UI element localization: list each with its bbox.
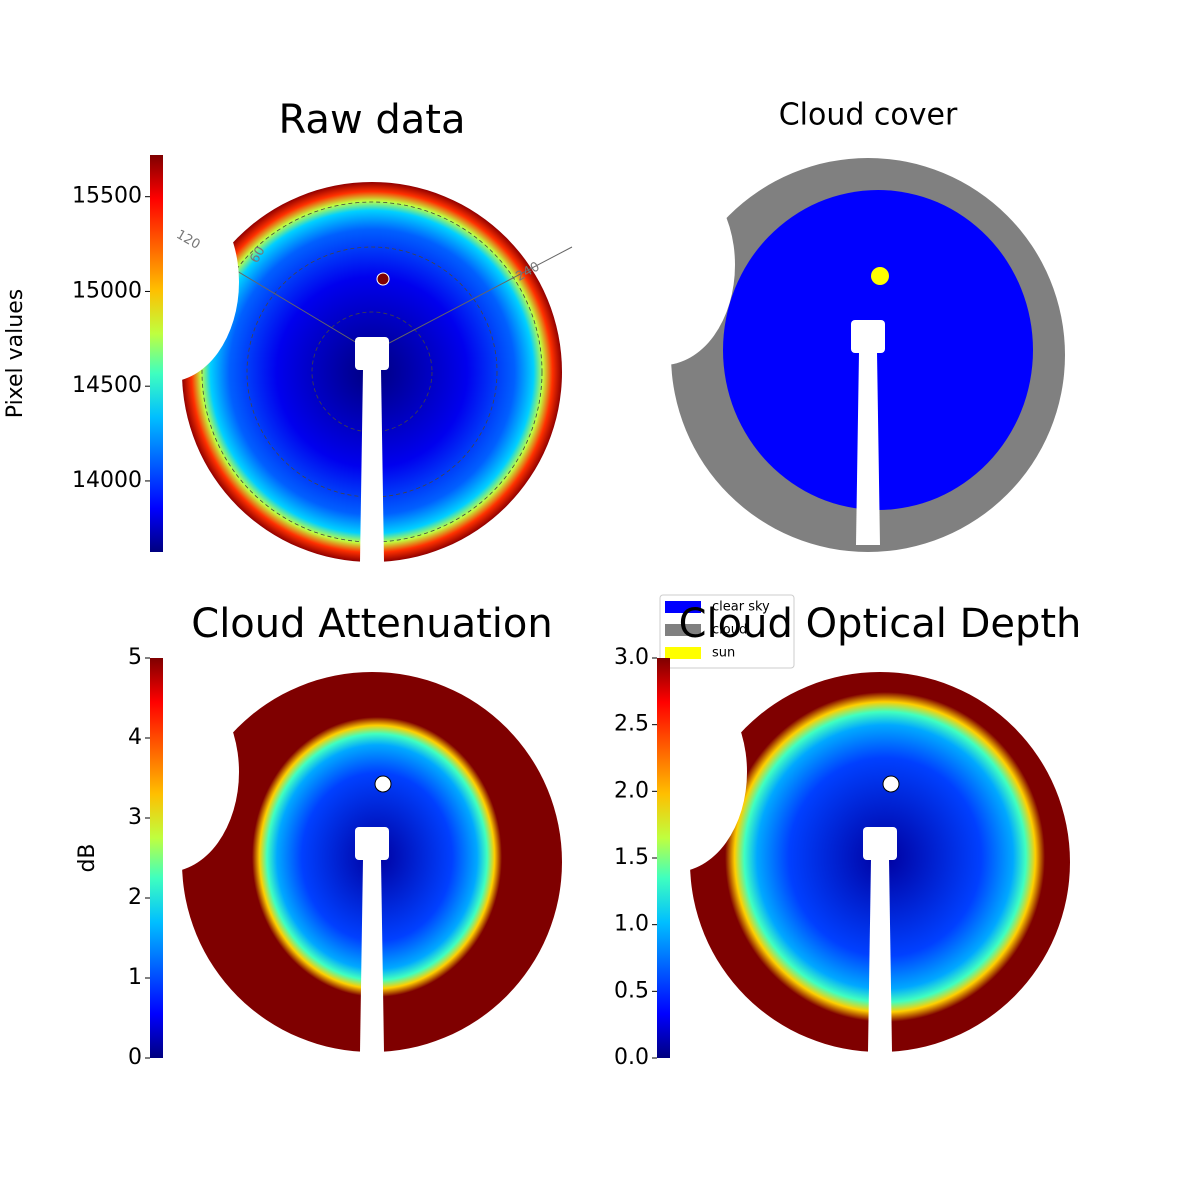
panel-title: Cloud Attenuation (191, 601, 552, 647)
camera-arm (863, 827, 897, 860)
colorbar (150, 658, 163, 1058)
colorbar-tick-label: 14500 (72, 373, 142, 398)
legend-swatch (665, 601, 701, 613)
legend-swatch (665, 647, 701, 659)
image-mask (95, 672, 239, 872)
colorbar-tick-label: 14000 (72, 468, 142, 493)
colorbar-tick-label: 4 (128, 725, 142, 750)
colorbar-tick-label: 15500 (72, 184, 142, 209)
camera-arm (360, 859, 384, 1052)
legend-label: sun (712, 646, 735, 661)
image-mask (591, 165, 735, 365)
camera-arm (856, 352, 880, 545)
panel-title: Raw data (279, 97, 466, 143)
colorbar-tick-label: 1.0 (614, 912, 649, 937)
panel-title: Cloud cover (779, 98, 958, 133)
panel-title: Cloud Optical Depth (679, 601, 1082, 647)
sun (882, 775, 900, 793)
polar-axis (371, 246, 573, 353)
colorbar-tick-label: 3.0 (614, 645, 649, 670)
colorbar (150, 155, 163, 552)
sun (376, 272, 390, 286)
colorbar-tick-label: 2.0 (614, 778, 649, 803)
colorbar-tick-label: 5 (128, 645, 142, 670)
colorbar-tick-label: 2 (128, 885, 142, 910)
camera-arm (355, 827, 389, 860)
legend-swatch (665, 624, 701, 636)
colorbar-tick-label: 15000 (72, 278, 142, 303)
legend-label: clear sky (712, 600, 770, 615)
image-mask (95, 182, 239, 382)
camera-arm (851, 320, 885, 353)
colorbar-label: Pixel values (3, 289, 28, 418)
colorbar-tick-label: 0.5 (614, 978, 649, 1003)
colorbar-tick-label: 0.0 (614, 1045, 649, 1070)
sun (374, 775, 392, 793)
polar-label: 60 (247, 244, 268, 266)
colorbar-tick-label: 2.5 (614, 712, 649, 737)
colorbar (657, 658, 670, 1058)
camera-arm (868, 859, 892, 1052)
colorbar-tick-label: 1.5 (614, 845, 649, 870)
colorbar-tick-label: 1 (128, 965, 142, 990)
camera-arm (355, 337, 389, 370)
colorbar-tick-label: 0 (128, 1045, 142, 1070)
image-mask (603, 672, 747, 872)
colorbar-label: dB (75, 843, 100, 872)
sun (871, 267, 889, 285)
colorbar-tick-label: 3 (128, 805, 142, 830)
camera-arm (360, 369, 384, 562)
legend-label: cloud (712, 623, 747, 638)
